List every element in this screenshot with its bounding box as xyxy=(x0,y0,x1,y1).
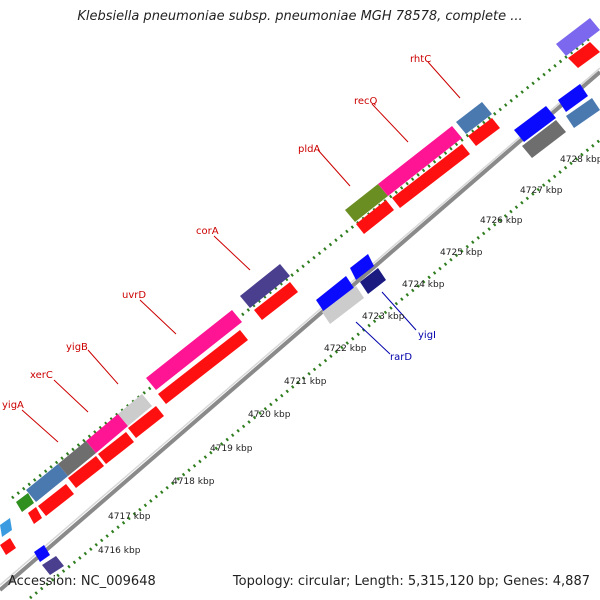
scale-label: 4728 kbp xyxy=(560,155,600,165)
feature xyxy=(558,84,588,112)
feature xyxy=(356,200,394,234)
scale-label: 4727 kbp xyxy=(520,186,563,196)
feature xyxy=(118,394,152,426)
gene-label-yigB: yigB xyxy=(66,342,88,353)
map-title: Klebsiella pneumoniae subsp. pneumoniae … xyxy=(77,9,523,24)
gene-labels-upper: yigA xerC yigB uvrD corA pldA recQ rhtC xyxy=(2,54,431,411)
gene-label-rarD: rarD xyxy=(390,352,412,363)
gene-label-yigA: yigA xyxy=(2,400,24,411)
feature xyxy=(86,414,128,453)
feature xyxy=(392,144,470,208)
feature xyxy=(345,184,388,222)
outer-tick-track xyxy=(11,36,591,500)
upper-features xyxy=(0,18,600,537)
gene-label-recQ: recQ xyxy=(354,96,378,107)
gene-label-rhtC: rhtC xyxy=(410,54,431,65)
feature xyxy=(28,507,42,524)
feature xyxy=(566,98,600,128)
feature xyxy=(38,484,74,516)
feature xyxy=(556,18,600,56)
gene-label-corA: corA xyxy=(196,226,219,237)
feature xyxy=(42,556,64,575)
scale-label: 4718 kbp xyxy=(172,477,215,487)
feature xyxy=(316,276,354,312)
feature xyxy=(158,330,248,404)
gene-label-yigI: yigI xyxy=(418,330,436,341)
scale-label: 4716 kbp xyxy=(98,546,141,556)
feature xyxy=(0,518,12,537)
feature xyxy=(128,406,164,438)
feature xyxy=(0,538,16,555)
scale-label: 4717 kbp xyxy=(108,512,151,522)
gene-label-xerC: xerC xyxy=(30,370,53,381)
feature xyxy=(514,106,556,142)
feature xyxy=(360,268,386,294)
feature xyxy=(378,126,462,196)
scale-label: 4720 kbp xyxy=(248,410,291,420)
feature xyxy=(456,102,492,134)
scale-label: 4723 kbp xyxy=(362,312,405,322)
scale-label: 4721 kbp xyxy=(284,377,327,387)
upper-red-features xyxy=(0,42,600,555)
genome-backbone xyxy=(0,70,600,592)
feature xyxy=(468,118,500,146)
feature xyxy=(26,464,68,502)
feature xyxy=(254,282,298,320)
feature xyxy=(34,545,50,562)
feature xyxy=(58,441,96,476)
feature xyxy=(98,432,134,464)
feature xyxy=(568,42,600,68)
topology-summary: Topology: circular; Length: 5,315,120 bp… xyxy=(232,574,590,589)
inner-tick-track xyxy=(29,138,600,600)
feature xyxy=(322,286,364,324)
scale-label: 4724 kbp xyxy=(402,280,445,290)
feature xyxy=(522,120,566,158)
scale-labels: 4716 kbp 4717 kbp 4718 kbp 4719 kbp 4720 kbp… xyxy=(98,155,600,556)
gene-label-pldA: pldA xyxy=(298,144,320,155)
accession-text: Accession: NC_009648 xyxy=(8,574,156,589)
gene-labels-lower: rarD yigI xyxy=(390,330,436,363)
upper-leaders xyxy=(21,61,461,443)
scale-label: 4726 kbp xyxy=(480,216,523,226)
feature xyxy=(240,264,290,308)
lower-leaders xyxy=(355,291,417,355)
feature xyxy=(350,254,374,280)
scale-label: 4719 kbp xyxy=(210,444,253,454)
feature xyxy=(146,310,242,390)
gene-label-uvrD: uvrD xyxy=(122,290,146,301)
scale-label: 4725 kbp xyxy=(440,248,483,258)
scale-label: 4722 kbp xyxy=(324,344,367,354)
feature xyxy=(68,456,104,488)
lower-features xyxy=(34,84,600,575)
feature xyxy=(16,493,34,512)
